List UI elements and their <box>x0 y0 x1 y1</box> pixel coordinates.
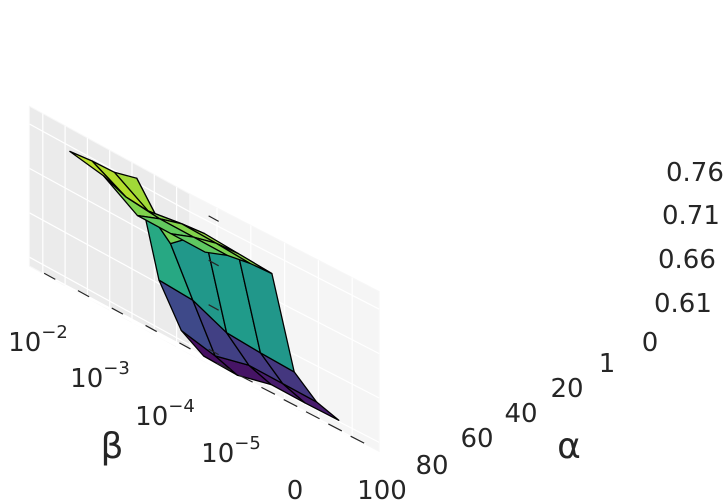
surface-mesh <box>69 150 340 421</box>
z-tick-mark <box>208 348 219 356</box>
z-tick-label: 0.76 <box>666 158 724 188</box>
alpha-tick-label: 0 <box>642 328 659 358</box>
grid-line <box>29 256 380 443</box>
grid-line <box>42 113 233 372</box>
alpha-tick-mark <box>350 435 365 444</box>
surface-patch <box>170 233 228 257</box>
alpha-tick-mark <box>238 374 253 383</box>
z-tick-mark <box>208 304 219 311</box>
z-tick-mark <box>208 215 219 222</box>
grid-lines <box>29 113 380 445</box>
alpha-tick-label: 80 <box>415 451 448 481</box>
grid-line <box>64 125 255 384</box>
beta-tick-label: 10−5 <box>201 433 261 469</box>
z-tick-label: 0.66 <box>658 245 716 275</box>
beta-tick-mark <box>179 342 191 350</box>
beta-tick-label: 0 <box>287 476 304 503</box>
alpha-tick-mark <box>328 423 343 432</box>
beta-tick-mark <box>111 307 124 315</box>
beta-tick-mark <box>43 272 56 280</box>
z-tick-label: 0.71 <box>662 201 720 231</box>
alpha-tick-mark <box>305 411 320 420</box>
alpha-tick-mark <box>283 399 298 408</box>
beta-tick-mark <box>145 324 157 333</box>
alpha-tick-label: 60 <box>460 424 493 454</box>
alpha-tick-mark <box>216 362 231 371</box>
beta-tick-label: 10−3 <box>70 358 130 394</box>
alpha-tick-label: 20 <box>550 374 583 404</box>
beta-tick-label: 10−2 <box>8 322 68 358</box>
alpha-tick-label: 100 <box>357 476 407 503</box>
z-tick-mark <box>208 259 219 267</box>
z-tick-label: 0.61 <box>654 289 712 319</box>
alpha-tick-label: 40 <box>504 399 537 429</box>
beta-tick-mark <box>77 290 90 298</box>
axis-ticks <box>43 215 365 444</box>
alpha-tick-mark <box>261 386 276 395</box>
beta-tick-label: 10−4 <box>135 396 195 432</box>
grid-line <box>29 123 380 310</box>
beta-axis-label: β <box>101 426 124 467</box>
grid-line <box>86 137 277 396</box>
alpha-axis-label: α <box>557 426 581 467</box>
alpha-tick-label: 1 <box>599 349 616 379</box>
grid-line <box>131 162 322 421</box>
